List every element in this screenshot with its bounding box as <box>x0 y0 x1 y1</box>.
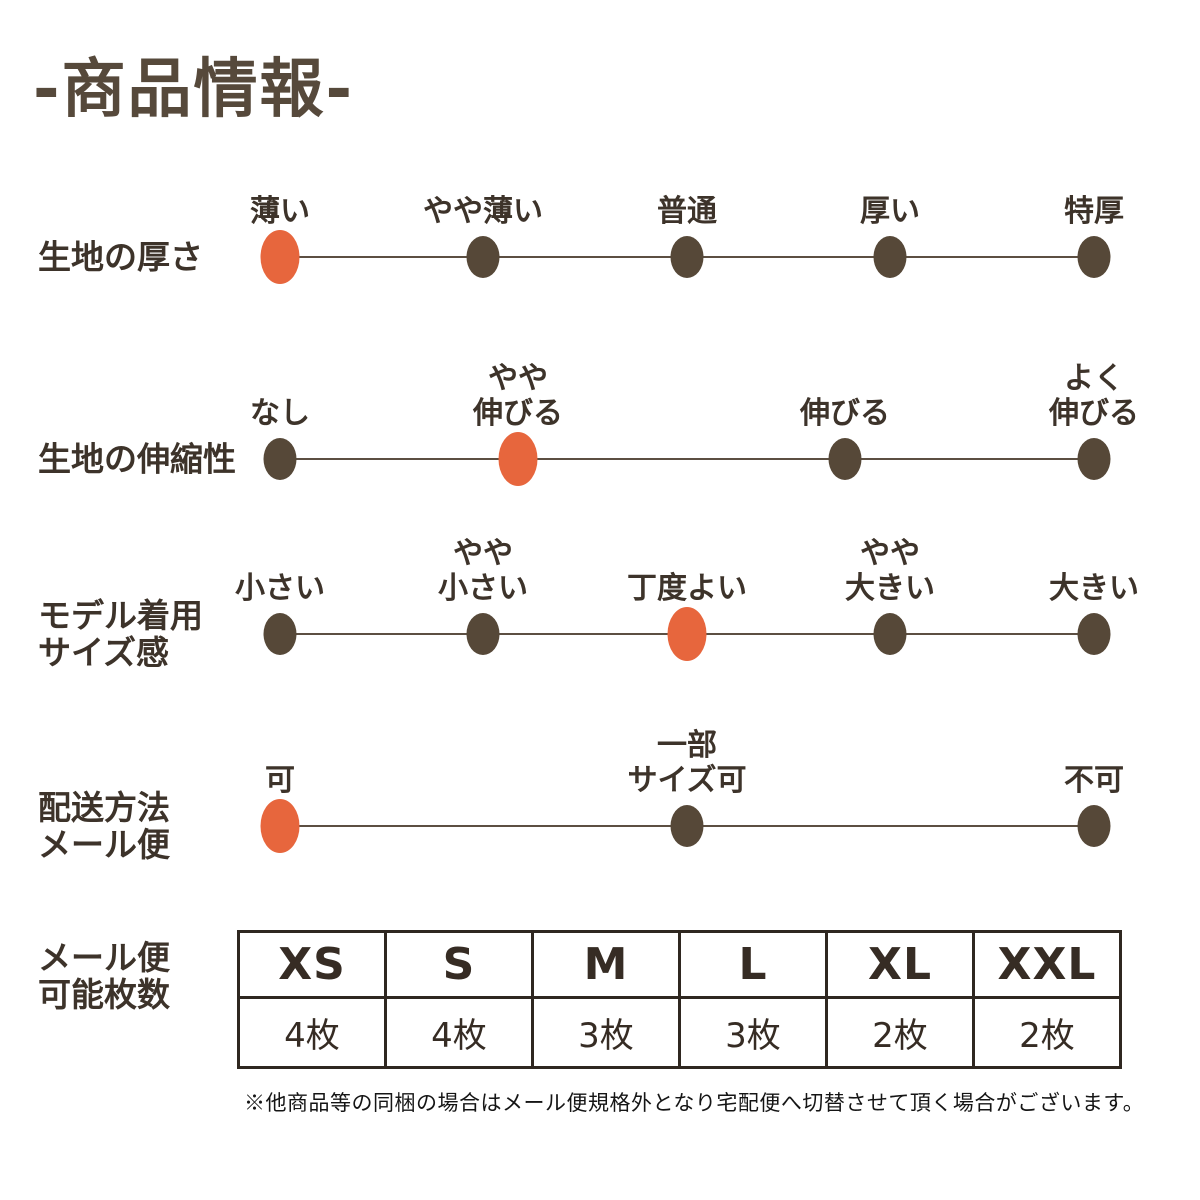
scale-fabric-thickness: 生地の厚さ 薄い やや薄い 普通 厚い 特厚 <box>0 127 1200 297</box>
size-header-row: XS S M L XL XXL <box>237 930 1122 999</box>
size-value-cell: 2枚 <box>825 996 975 1069</box>
scale-option-label: なし <box>250 396 310 431</box>
scale-option-label: やや薄い <box>423 194 543 229</box>
scale-option-label: やや 大きい <box>845 536 935 606</box>
scale-dot-selected <box>667 607 707 661</box>
scale-option-label: 薄い <box>250 194 310 229</box>
scale-option-label: 大きい <box>1049 571 1139 606</box>
mail-capacity-table: XS S M L XL XXL 4枚 4枚 3枚 3枚 2枚 2枚 <box>237 930 1122 1069</box>
scale-model-size-feel: モデル着用 サイズ感 小さい やや 小さい 丁度よい やや 大きい 大きい <box>0 504 1200 674</box>
scale-option-label: 厚い <box>860 194 920 229</box>
size-value-cell: 4枚 <box>237 996 387 1069</box>
page-title: -商品情報- <box>33 53 355 127</box>
size-value-cell: 2枚 <box>972 996 1122 1069</box>
size-header-cell: XXL <box>972 930 1122 999</box>
scale-dot <box>670 805 704 847</box>
scale-dot <box>1077 805 1111 847</box>
scale-fabric-stretch: 生地の伸縮性 なし やや 伸びる 伸びる よく 伸びる <box>0 329 1200 499</box>
scale-dot <box>670 236 704 278</box>
scale-mail-delivery: 配送方法 メール便 可 一部 サイズ可 不可 <box>0 696 1200 866</box>
scale-dot <box>1077 613 1111 655</box>
size-value-row: 4枚 4枚 3枚 3枚 2枚 2枚 <box>237 996 1122 1069</box>
scale-dot <box>1077 438 1111 480</box>
size-value-cell: 3枚 <box>678 996 828 1069</box>
size-header-cell: XL <box>825 930 975 999</box>
scale-category-label: 配送方法 メール便 <box>38 788 170 864</box>
size-header-cell: M <box>531 930 681 999</box>
scale-option-label: やや 伸びる <box>473 361 563 431</box>
size-header-cell: S <box>384 930 534 999</box>
scale-dot <box>263 438 297 480</box>
scale-option-label: 可 <box>265 763 295 798</box>
scale-option-label: 普通 <box>657 194 717 229</box>
scale-dot <box>466 613 500 655</box>
size-value-cell: 3枚 <box>531 996 681 1069</box>
size-header-cell: XS <box>237 930 387 999</box>
footnote: ※他商品等の同梱の場合はメール便規格外となり宅配便へ切替させて頂く場合がございま… <box>244 1092 1145 1115</box>
scale-dot-selected <box>260 799 300 853</box>
scale-option-label: 一部 サイズ可 <box>627 728 747 798</box>
scale-dot <box>828 438 862 480</box>
scale-option-label: 丁度よい <box>627 571 747 606</box>
scale-dot <box>263 613 297 655</box>
scale-option-label: 特厚 <box>1064 194 1124 229</box>
scale-category-label: 生地の伸縮性 <box>38 439 236 479</box>
size-value-cell: 4枚 <box>384 996 534 1069</box>
scale-dot <box>873 236 907 278</box>
size-header-cell: L <box>678 930 828 999</box>
scale-dot-selected <box>498 432 538 486</box>
scale-line <box>280 458 1094 460</box>
scale-option-label: 伸びる <box>800 396 890 431</box>
scale-dot <box>873 613 907 655</box>
scale-category-label: 生地の厚さ <box>38 237 203 277</box>
scale-category-label: モデル着用 サイズ感 <box>38 596 203 672</box>
scale-dot <box>466 236 500 278</box>
scale-dot-selected <box>260 230 300 284</box>
scale-option-label: やや 小さい <box>438 536 528 606</box>
scale-option-label: 不可 <box>1064 763 1124 798</box>
scale-option-label: よく 伸びる <box>1049 361 1139 431</box>
mail-capacity-category-label: メール便 可能枚数 <box>38 938 170 1014</box>
scale-option-label: 小さい <box>235 571 325 606</box>
scale-dot <box>1077 236 1111 278</box>
